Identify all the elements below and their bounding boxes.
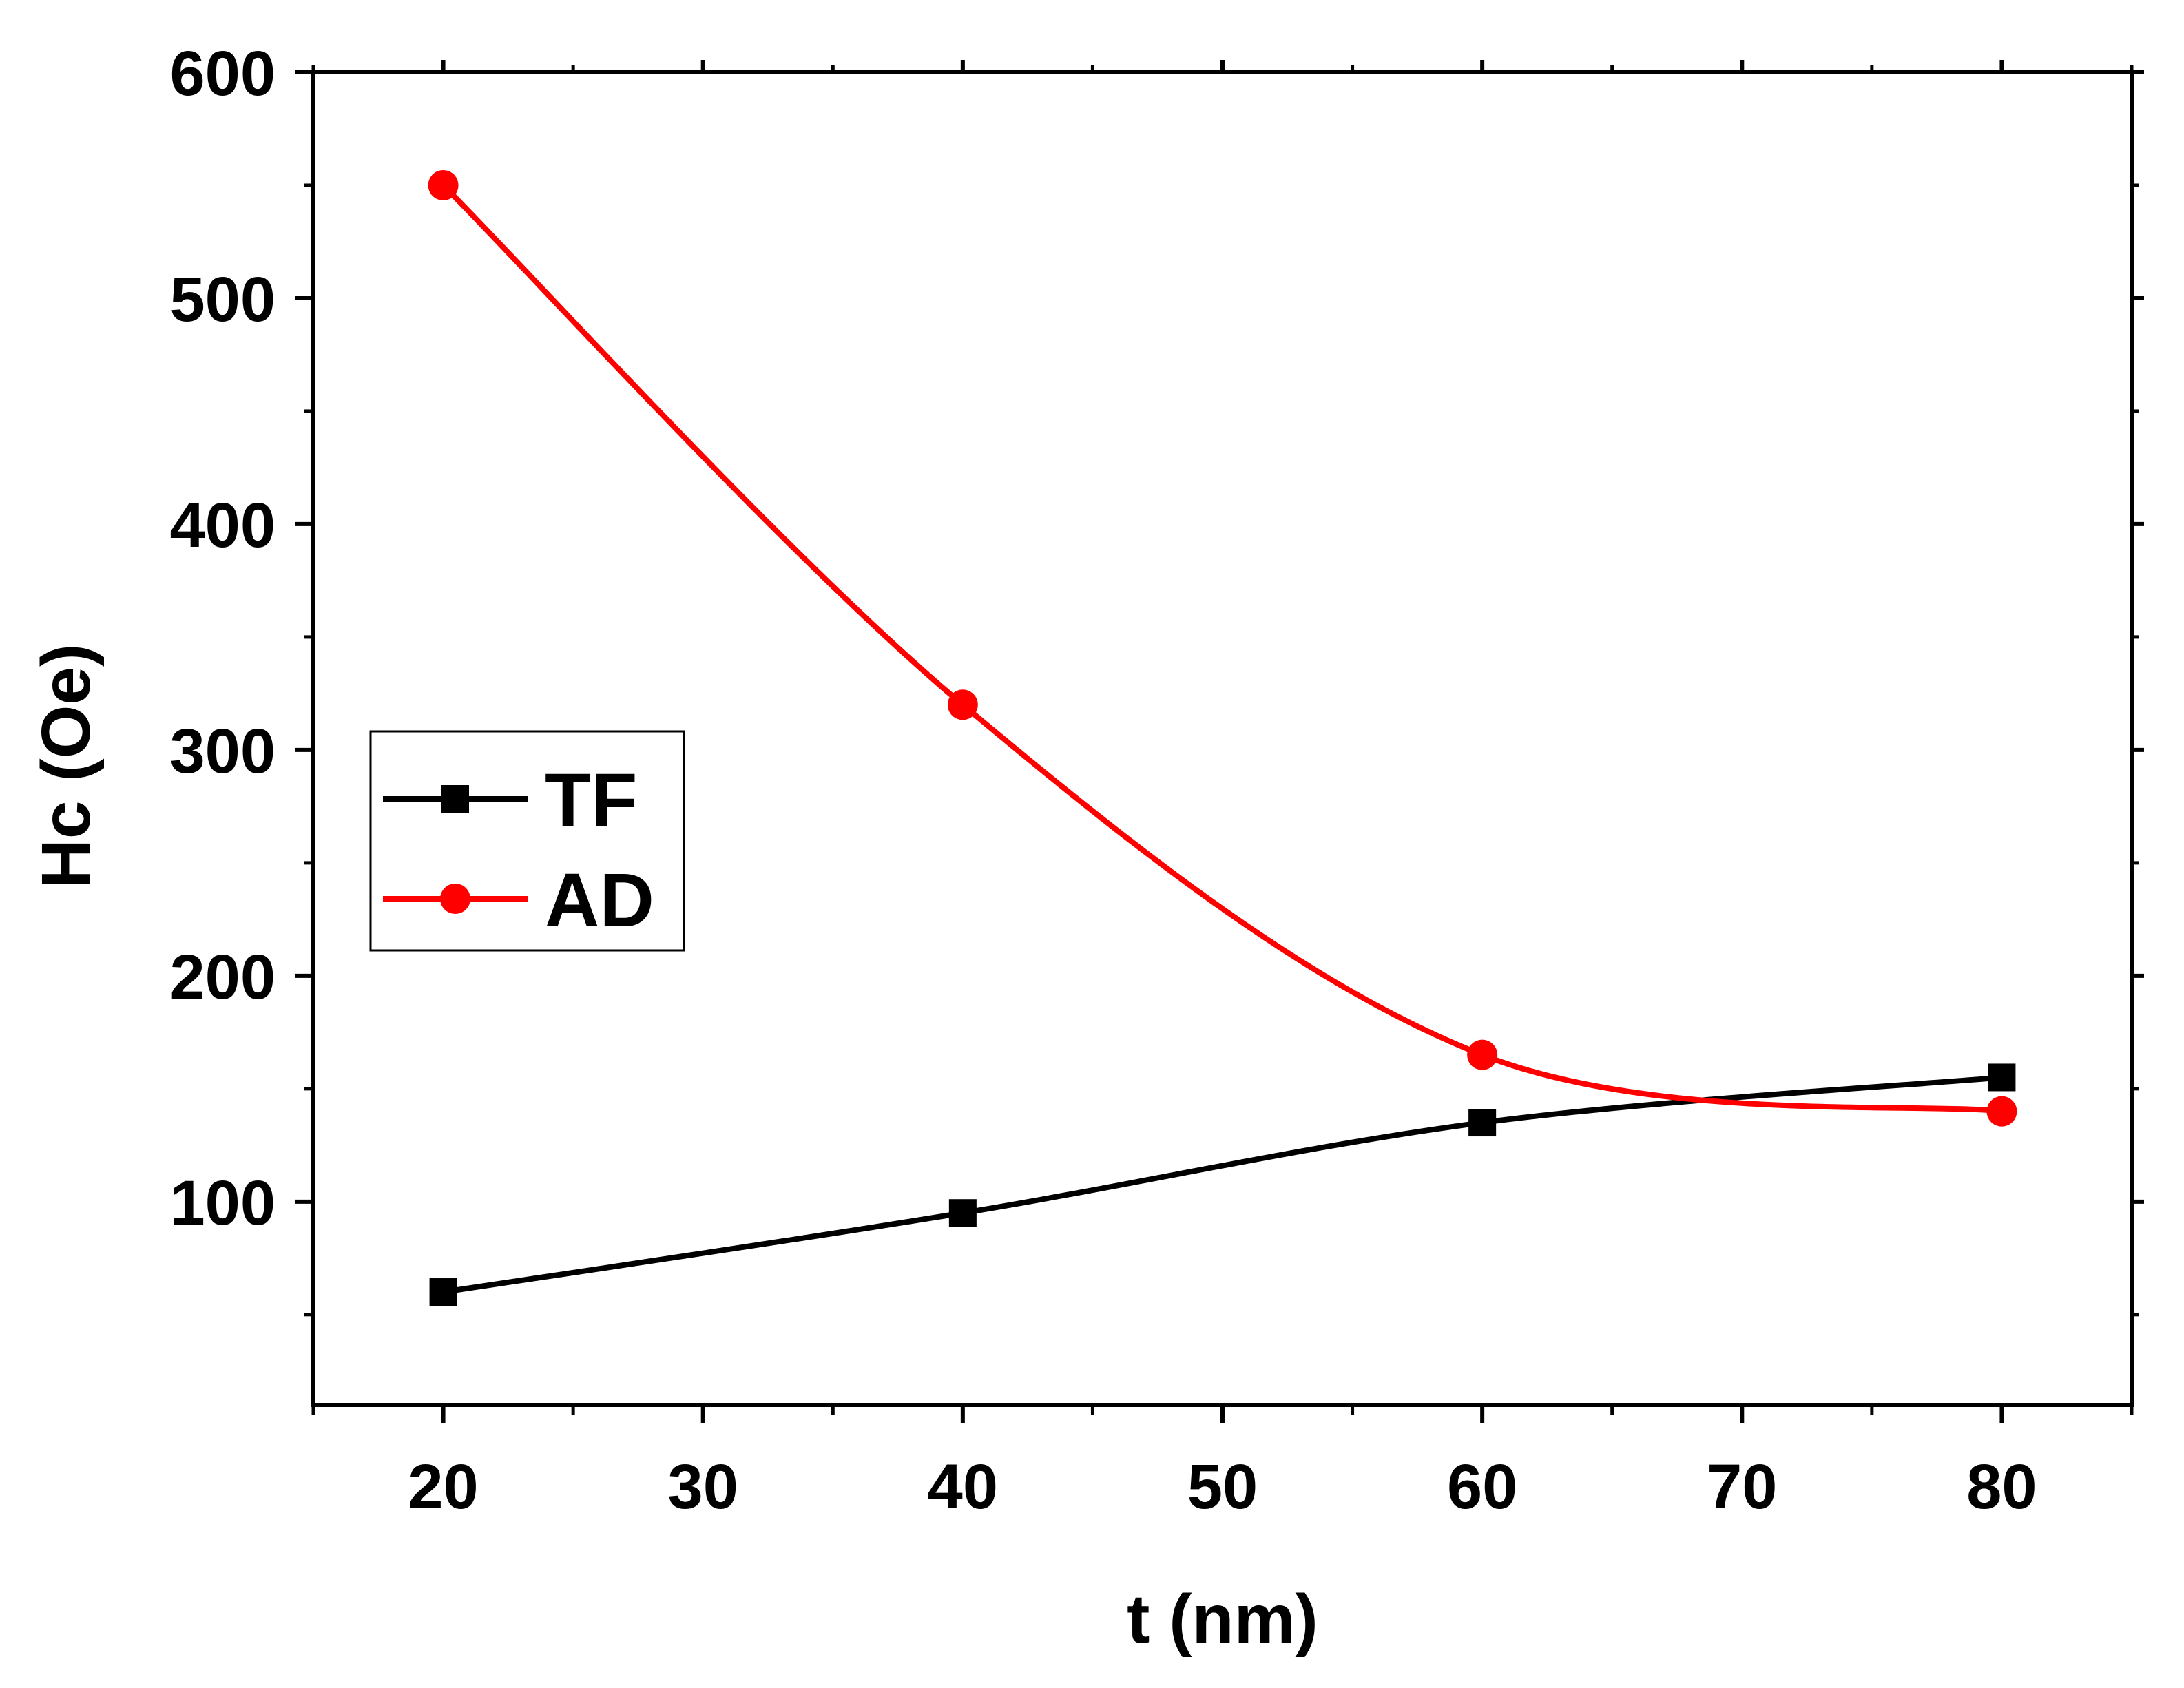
series-ad xyxy=(428,169,2017,1127)
legend-label-ad: AD xyxy=(545,858,654,943)
x-axis-title: t (nm) xyxy=(1127,1581,1318,1658)
x-tick-label-40: 40 xyxy=(928,1452,998,1522)
series-layer xyxy=(428,169,2017,1306)
y-tick-label-200: 200 xyxy=(170,942,276,1012)
plot-frame xyxy=(311,70,2134,1407)
data-point-tf-40 xyxy=(948,1199,977,1227)
y-tick-label-100: 100 xyxy=(170,1168,276,1238)
y-axis-title: Hc (Oe) xyxy=(28,644,105,889)
labels-layer: 20 30 40 50 60 70 80 100 200 300 400 500 600 xyxy=(170,39,2037,1522)
series-line-tf xyxy=(442,1074,2002,1295)
data-point-ad-80 xyxy=(1986,1096,2017,1127)
legend-marker-tf xyxy=(441,785,469,813)
x-tick-label-50: 50 xyxy=(1187,1452,1258,1522)
data-point-ad-20 xyxy=(428,169,459,200)
data-point-ad-40 xyxy=(947,689,978,720)
y-tick-label-600: 600 xyxy=(170,39,276,109)
y-tick-label-400: 400 xyxy=(170,490,276,561)
series-tf xyxy=(429,1063,2016,1306)
x-tick-label-60: 60 xyxy=(1447,1452,1517,1522)
legend-box xyxy=(369,730,685,952)
legend-label-tf: TF xyxy=(545,758,637,843)
y-tick-label-500: 500 xyxy=(170,264,276,335)
data-point-tf-80 xyxy=(1988,1063,2016,1092)
x-tick-label-70: 70 xyxy=(1707,1452,1777,1522)
legend: TF AD xyxy=(369,730,685,952)
y-tick-label-300: 300 xyxy=(170,716,276,786)
series-line-ad xyxy=(441,183,2002,1114)
data-point-tf-20 xyxy=(429,1278,457,1306)
data-point-tf-60 xyxy=(1468,1109,1497,1137)
legend-marker-ad xyxy=(440,884,470,914)
x-tick-label-30: 30 xyxy=(668,1452,738,1522)
data-point-ad-60 xyxy=(1467,1039,1498,1070)
x-tick-label-80: 80 xyxy=(1966,1452,2037,1522)
x-tick-label-20: 20 xyxy=(408,1452,478,1522)
